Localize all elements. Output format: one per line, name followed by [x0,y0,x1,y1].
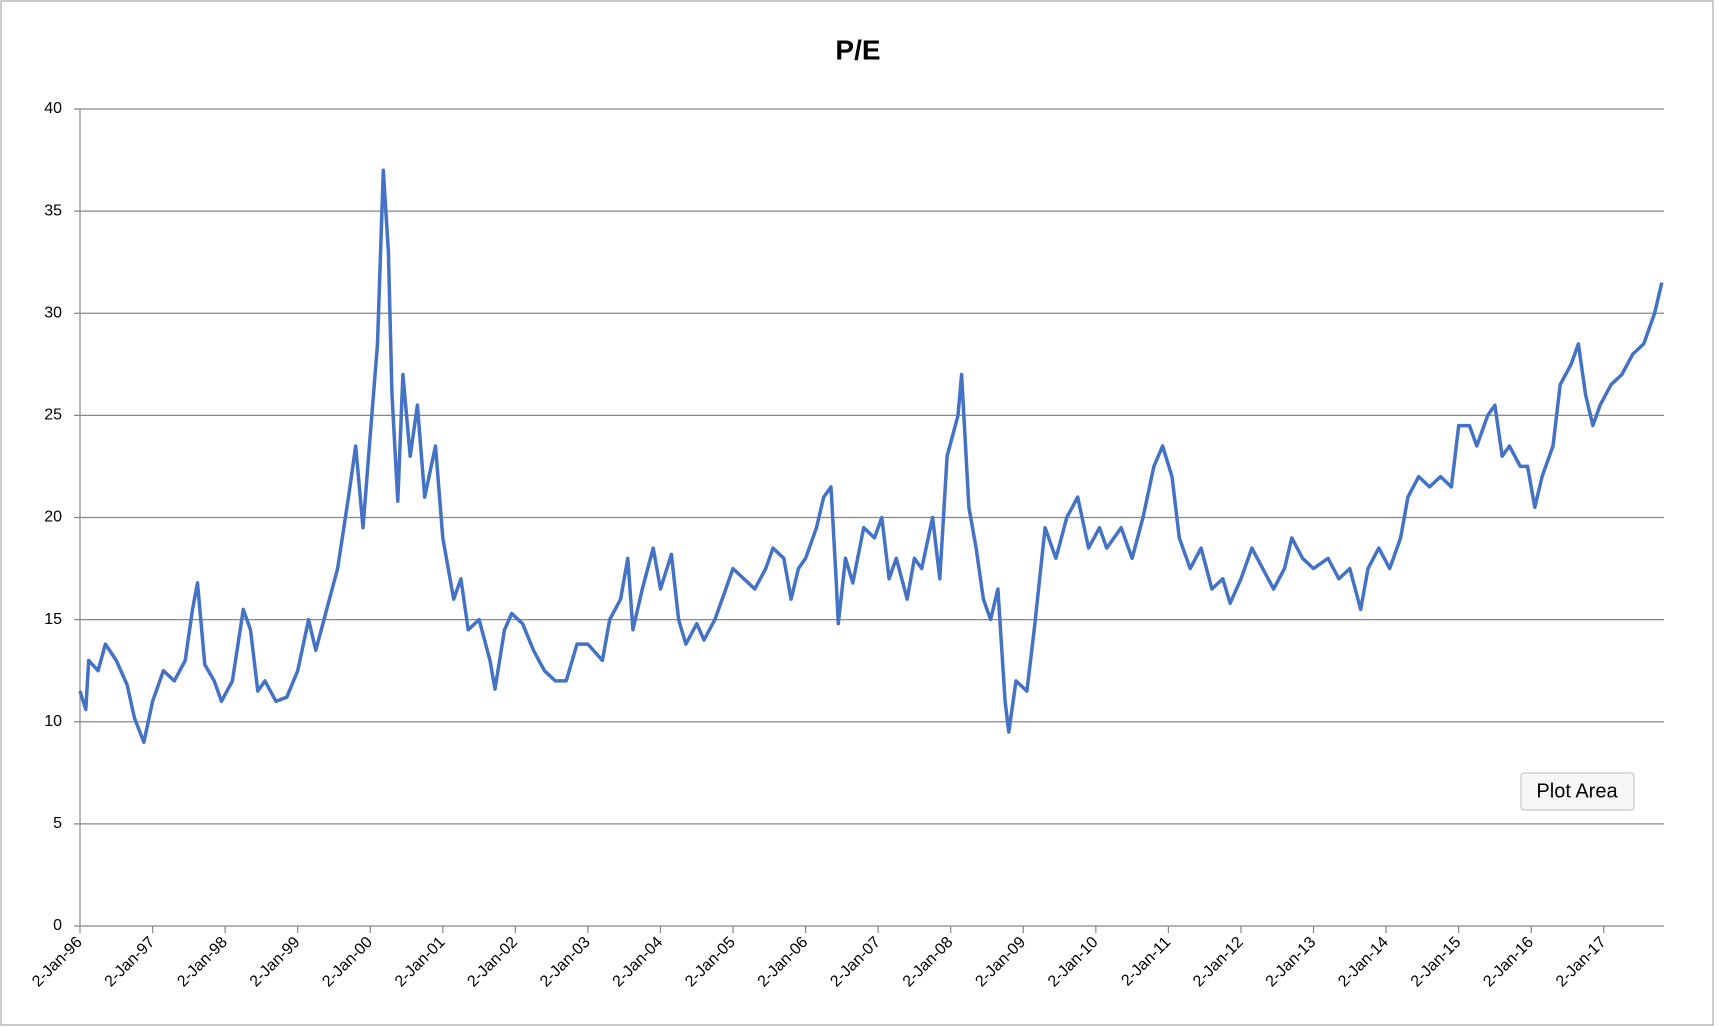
y-tick-label: 0 [53,917,62,934]
y-tick-label: 5 [53,815,62,832]
pe-line [78,168,1664,744]
y-tick-label: 35 [44,202,62,219]
chart-title: P/E [835,34,880,65]
y-tick-label: 30 [44,304,62,321]
y-tick-label: 25 [44,407,62,424]
y-tick-label: 40 [44,100,62,117]
y-tick-label: 20 [44,509,62,526]
y-tick-label: 10 [44,713,62,730]
tooltip: Plot Area [1536,780,1618,802]
y-tick-label: 15 [44,611,62,628]
tooltip-box [1520,772,1635,811]
